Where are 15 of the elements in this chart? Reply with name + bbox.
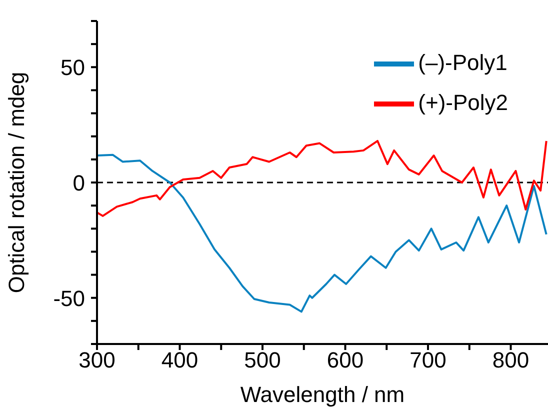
x-tick-label: 300 (78, 348, 116, 373)
legend-label: (+)-Poly2 (418, 90, 508, 115)
y-tick-label: 50 (60, 55, 85, 80)
x-axis-title: Wavelength / nm (240, 382, 405, 407)
x-tick-label: 800 (492, 348, 530, 373)
x-tick-label: 500 (244, 348, 281, 373)
line-series (97, 140, 548, 217)
x-tick-label: 400 (161, 348, 198, 373)
legend-label: (–)-Poly1 (418, 50, 508, 75)
x-tick-label: 600 (326, 348, 364, 373)
line-series (97, 154, 548, 313)
y-axis-title: Optical rotation / mdeg (4, 72, 29, 294)
x-tick-label: 700 (410, 348, 446, 373)
y-tick-label: -50 (53, 286, 85, 311)
y-tick-label: 0 (72, 170, 85, 196)
